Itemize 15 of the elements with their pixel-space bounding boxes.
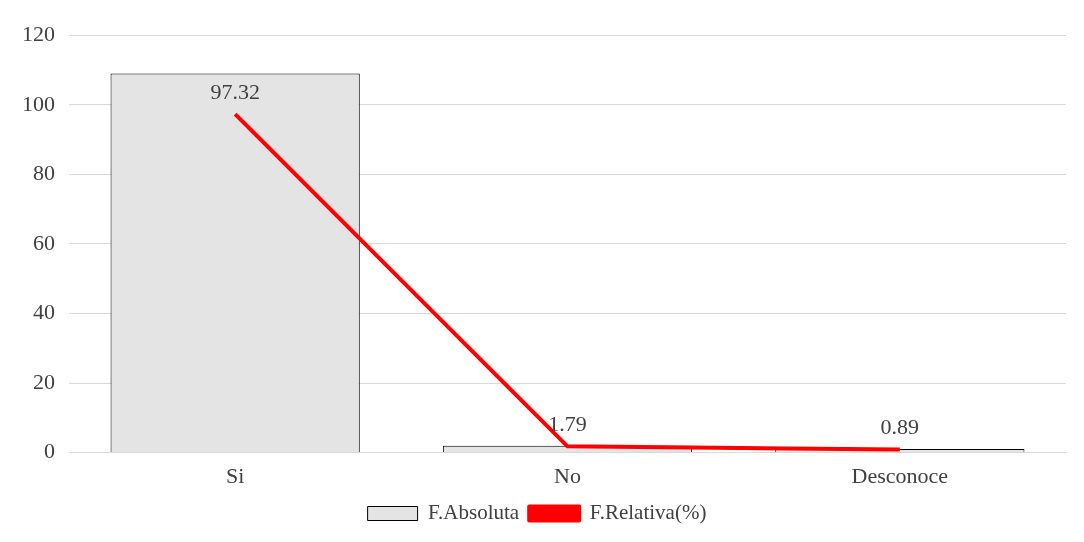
y-tick-label: 100 bbox=[22, 90, 55, 116]
y-tick-label: 40 bbox=[33, 299, 55, 325]
legend-label: F.Absoluta bbox=[428, 500, 520, 525]
y-tick-label: 60 bbox=[33, 229, 55, 255]
data-label: 0.89 bbox=[880, 414, 920, 440]
y-tick-label: 20 bbox=[33, 368, 55, 394]
x-tick-label: No bbox=[554, 462, 581, 488]
y-tick-label: 120 bbox=[22, 20, 55, 46]
y-tick-label: 80 bbox=[33, 160, 55, 186]
data-label: 1.79 bbox=[548, 411, 587, 437]
x-tick-label: Si bbox=[225, 462, 245, 488]
legend-label: F.Relativa(%) bbox=[589, 500, 707, 525]
y-tick-label: 0 bbox=[44, 438, 55, 464]
data-label: 97.32 bbox=[210, 78, 260, 104]
x-tick-label: Desconoce bbox=[851, 462, 949, 488]
